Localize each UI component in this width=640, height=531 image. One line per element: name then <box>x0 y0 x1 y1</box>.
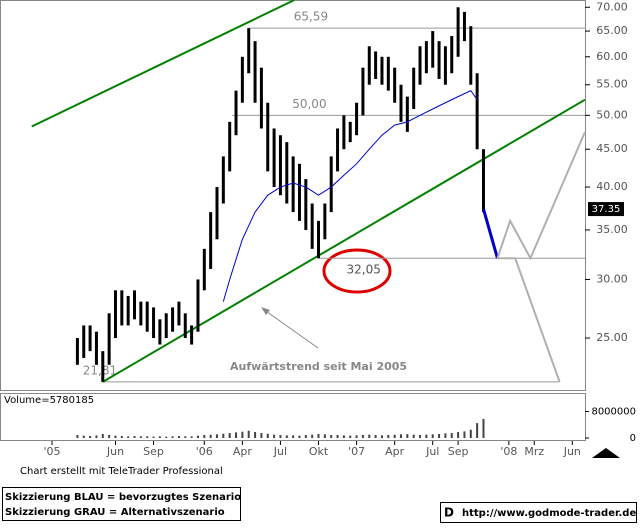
y-tick-label: 35.00 <box>596 223 628 236</box>
x-tick-label: '07 <box>348 445 365 458</box>
y-tick-label: 45.00 <box>596 142 628 155</box>
volume-tick-label: 0 <box>630 433 636 444</box>
scenario <box>497 257 561 383</box>
level-label: 65,59 <box>294 10 328 24</box>
last-price-box <box>588 202 624 217</box>
moving-average <box>222 89 478 302</box>
y-tick-label: 25.00 <box>596 331 628 344</box>
scenario <box>496 131 586 261</box>
y-tick-label: 65.00 <box>596 24 628 37</box>
x-tick-label: Mrz <box>524 445 544 458</box>
url-box <box>440 502 637 523</box>
scenario <box>482 208 499 259</box>
y-tick-label: 60.00 <box>596 50 628 63</box>
x-tick-label: Jun <box>563 445 581 458</box>
last-price-label: 37.35 <box>592 204 621 215</box>
arrow-head <box>261 307 270 315</box>
y-tick-label: 30.00 <box>596 272 628 285</box>
x-tick-label: Jul <box>273 445 287 458</box>
volume-frame <box>0 393 586 441</box>
x-tick-label: Jul <box>425 445 439 458</box>
y-tick-label: 55.00 <box>596 78 628 91</box>
level-label: 21,81 <box>83 363 117 377</box>
x-tick-label: Apr <box>385 445 405 458</box>
level-label: 50,00 <box>292 97 326 111</box>
legend-gray: Skizzierung GRAU = Alternativszenario <box>5 507 225 518</box>
y-tick-label: 50.00 <box>596 108 628 121</box>
trendline <box>31 0 295 128</box>
logo: D <box>444 506 454 520</box>
highlight-circle <box>322 248 392 294</box>
x-tick-label: Jun <box>106 445 124 458</box>
trendline <box>102 98 586 383</box>
x-tick-label: '05 <box>44 445 61 458</box>
y-tick-label: 40.00 <box>596 180 628 193</box>
level-label: 32,05 <box>347 263 381 277</box>
icon <box>592 448 620 458</box>
legend-blue: Skizzierung BLAU = bevorzugtes Szenario <box>5 492 241 503</box>
x-tick-label: Sep <box>143 445 164 458</box>
volume-tick-label: 8000000 <box>591 407 636 418</box>
credit: Chart erstellt mit TeleTrader Profession… <box>20 466 223 477</box>
arrow <box>262 308 319 349</box>
x-tick-label: '06 <box>196 445 213 458</box>
url: http://www.godmode-trader.de <box>462 508 636 519</box>
legend-box <box>2 487 241 521</box>
annotation: Aufwärtstrend seit Mai 2005 <box>230 360 407 373</box>
x-tick-label: Apr <box>233 445 253 458</box>
x-tick-label: '08 <box>500 445 517 458</box>
x-tick-label: Sep <box>448 445 469 458</box>
volume-label: Volume=5780185 <box>4 395 94 406</box>
y-tick-label: 70.00 <box>596 0 628 13</box>
x-tick-label: Okt <box>309 445 329 458</box>
